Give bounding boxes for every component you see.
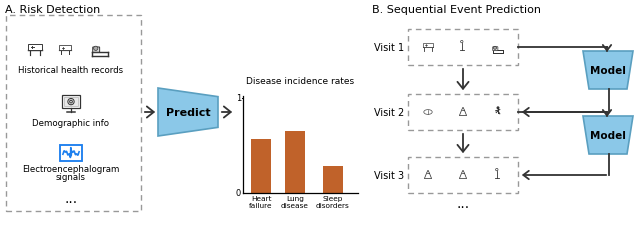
Text: Demographic info: Demographic info (33, 119, 109, 127)
Text: Model: Model (590, 130, 626, 140)
FancyBboxPatch shape (493, 47, 498, 52)
Text: Historical health records: Historical health records (19, 66, 124, 75)
FancyBboxPatch shape (423, 44, 433, 48)
Text: Predict: Predict (166, 108, 211, 117)
FancyBboxPatch shape (62, 96, 80, 108)
Bar (285, 132, 305, 193)
Polygon shape (583, 117, 633, 154)
Circle shape (497, 107, 499, 110)
Text: A. Risk Detection: A. Risk Detection (5, 5, 100, 15)
Text: B. Sequential Event Prediction: B. Sequential Event Prediction (372, 5, 541, 15)
Text: ...: ... (65, 191, 77, 205)
Circle shape (93, 47, 98, 51)
Bar (251, 139, 271, 193)
Text: Visit 1: Visit 1 (374, 43, 404, 53)
Text: Model: Model (590, 66, 626, 76)
Text: Lung
disease: Lung disease (281, 195, 309, 208)
Text: Electroencephalogram: Electroencephalogram (22, 164, 120, 173)
Text: Visit 2: Visit 2 (374, 108, 404, 117)
FancyBboxPatch shape (93, 48, 100, 53)
Text: ...: ... (456, 196, 470, 210)
FancyBboxPatch shape (28, 45, 42, 51)
Text: Heart
failure: Heart failure (249, 195, 273, 208)
Polygon shape (158, 89, 218, 136)
FancyBboxPatch shape (60, 46, 70, 51)
Polygon shape (583, 52, 633, 90)
Text: 0: 0 (236, 189, 241, 198)
FancyBboxPatch shape (64, 98, 78, 107)
Bar (323, 167, 343, 193)
FancyBboxPatch shape (60, 145, 82, 161)
Bar (6, 16, 141, 211)
Text: Sleep
disorders: Sleep disorders (316, 195, 350, 208)
Text: 1: 1 (236, 94, 241, 103)
Circle shape (493, 47, 497, 50)
Text: Visit 3: Visit 3 (374, 170, 404, 180)
Text: Disease incidence rates: Disease incidence rates (246, 76, 355, 85)
Bar (408, 157, 518, 193)
Bar (408, 30, 518, 66)
Text: signals: signals (56, 172, 86, 181)
Bar (408, 94, 518, 130)
